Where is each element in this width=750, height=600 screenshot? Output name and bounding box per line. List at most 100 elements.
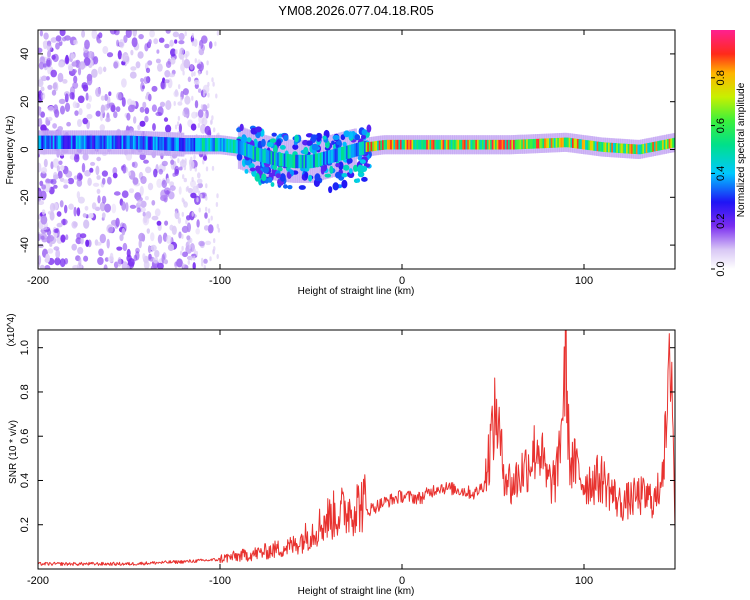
heatmap-noise-cell — [133, 116, 137, 124]
colorbar-ticks: 0.0 0.2 0.4 0.6 0.8 — [711, 70, 727, 277]
heatmap-noise-cell — [144, 115, 149, 123]
heatmap-noise-cell — [155, 111, 162, 117]
heatmap-cell — [276, 139, 282, 147]
heatmap-noise-cell — [214, 41, 217, 47]
heatmap-ridge-cell — [581, 139, 585, 150]
heatmap-ridge-cell — [398, 139, 401, 150]
heatmap-noise-cell — [113, 261, 119, 269]
heatmap-ridge-cell — [309, 154, 313, 169]
heatmap-ridge-cell — [493, 139, 496, 150]
heatmap-ridge-cell — [129, 135, 133, 150]
heatmap-noise-cell — [197, 172, 201, 179]
heatmap-noise-cell — [207, 208, 211, 214]
heatmap-ridge-cell — [47, 135, 51, 149]
heatmap-ridge-cell — [570, 138, 573, 148]
heatmap-noise-cell — [186, 235, 191, 241]
heatmap-noise-cell — [38, 117, 43, 127]
heatmap-ridge-cell — [255, 147, 259, 161]
heatmap-noise-cell — [143, 215, 148, 224]
heatmap-ridge-cell — [116, 135, 119, 149]
heatmap-cell — [359, 159, 366, 164]
heatmap-noise-cell — [60, 105, 65, 115]
heatmap-ridge-cell — [529, 139, 532, 149]
heatmap-noise-cell — [190, 192, 197, 199]
heatmap-ridge-cell — [621, 143, 624, 154]
heatmap-noise-cell — [53, 228, 59, 234]
heatmap-noise-cell — [143, 159, 149, 164]
heatmap-ridge-cell — [362, 141, 365, 155]
heatmap-noise-cell — [97, 257, 104, 265]
heatmap-noise-cell — [187, 259, 190, 265]
heatmap-noise-cell — [182, 174, 185, 180]
heatmap-noise-cell — [170, 57, 176, 65]
heatmap-cell — [270, 182, 275, 187]
heatmap-ridge-cell — [606, 142, 609, 153]
heatmap-ridge-cell — [339, 147, 342, 161]
heatmap-ridge-cell — [288, 154, 291, 168]
heatmap-noise-cell — [160, 80, 167, 90]
heatmap-noise-cell — [190, 238, 193, 243]
heatmap-noise-cell — [71, 221, 78, 229]
heatmap-noise-cell — [183, 58, 191, 69]
heatmap-noise-cell — [196, 197, 199, 203]
heatmap-ridge-cell — [516, 139, 519, 150]
heatmap-noise-cell — [38, 162, 42, 173]
heatmap-ridge-cell — [98, 135, 101, 149]
heatmap-ridge-cell — [273, 152, 277, 166]
heatmap-cell — [340, 134, 346, 141]
heatmap-noise-cell — [40, 92, 46, 100]
heatmap-noise-cell — [91, 30, 98, 39]
heatmap-noise-cell — [183, 107, 190, 115]
heatmap-ridge-cell — [580, 139, 583, 149]
heatmap-noise-cell — [115, 217, 120, 228]
heatmap-ridge-cell — [459, 139, 462, 150]
heatmap-noise-cell — [198, 240, 205, 247]
heatmap-ridge-cell — [56, 135, 59, 149]
heatmap-noise-cell — [53, 232, 58, 238]
heatmap-noise-cell — [57, 126, 63, 132]
heatmap-ridge-cell — [95, 135, 98, 149]
heatmap-noise-cell — [191, 95, 194, 101]
heatmap-ridge-cell — [314, 153, 318, 168]
heatmap-ridge-cell — [509, 139, 513, 150]
heatmap-ridge-cell — [444, 139, 447, 150]
heatmap-ridge-cell — [192, 138, 195, 152]
heatmap-ridge-cell — [652, 142, 655, 152]
heatmap-ridge-cell — [142, 136, 146, 150]
heatmap-noise-cell — [163, 187, 171, 195]
heatmap-ridge-cell — [218, 138, 221, 152]
heatmap-noise-cell — [191, 72, 194, 77]
heatmap-ridge-cell — [400, 139, 403, 150]
heatmap-cell — [249, 167, 256, 172]
heatmap-noise-cell — [196, 219, 200, 228]
heatmap-ridge-cell — [305, 154, 308, 169]
heatmap-noise-cell — [148, 39, 152, 45]
heatmap-noise-cell — [153, 168, 158, 178]
heatmap-cell — [356, 178, 361, 183]
heatmap-noise-cell — [82, 117, 88, 125]
heatmap-ridge-cell — [287, 154, 290, 168]
heatmap-cell — [346, 157, 353, 164]
heatmap-noise-cell — [121, 52, 128, 63]
heatmap-noise-cell — [119, 234, 124, 242]
heatmap-noise-cell — [207, 218, 211, 224]
heatmap-ridge-cell — [624, 143, 627, 154]
heatmap-cell — [335, 163, 340, 168]
heatmap-ridge-cell — [454, 139, 457, 150]
heatmap-noise-cell — [47, 84, 53, 90]
heatmap-noise-cell — [64, 93, 69, 103]
heatmap-ridge-cell — [644, 143, 647, 154]
heatmap-ridge-cell — [670, 138, 673, 149]
heatmap-noise-cell — [144, 196, 149, 201]
heatmap-cell — [267, 176, 273, 183]
heatmap-noise-cell — [97, 39, 102, 44]
heatmap-ridge-cell — [65, 135, 69, 149]
heatmap-ridge-cell — [250, 145, 254, 159]
heatmap-noise-cell — [88, 50, 94, 59]
heatmap-noise-cell — [99, 233, 107, 244]
heatmap-ridge-cell — [170, 137, 174, 151]
heatmap-ridge-cell — [144, 136, 147, 150]
heatmap-ridge-cell — [409, 139, 413, 150]
heatmap-cell — [269, 138, 277, 143]
heatmap-ridge-cell — [660, 140, 663, 150]
